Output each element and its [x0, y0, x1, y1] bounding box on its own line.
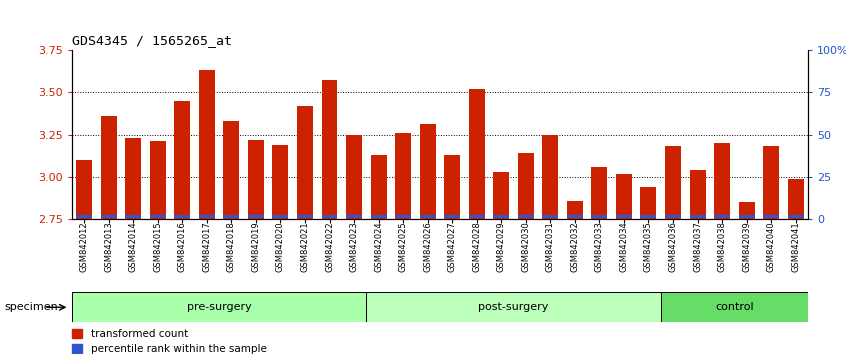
- Bar: [101, 116, 117, 219]
- Bar: [272, 215, 288, 218]
- Bar: [493, 172, 509, 219]
- Text: GSM842016: GSM842016: [178, 221, 187, 272]
- Text: GSM842041: GSM842041: [791, 221, 800, 272]
- Bar: [223, 121, 239, 219]
- Text: GSM842015: GSM842015: [153, 221, 162, 272]
- Text: GSM842013: GSM842013: [104, 221, 113, 272]
- Bar: [493, 215, 509, 218]
- Bar: [420, 124, 436, 219]
- Bar: [297, 215, 313, 218]
- Bar: [665, 147, 681, 219]
- Text: GSM842020: GSM842020: [276, 221, 285, 272]
- Bar: [739, 202, 755, 219]
- Bar: [616, 215, 632, 218]
- Text: post-surgery: post-surgery: [478, 302, 549, 312]
- Bar: [661, 292, 808, 322]
- Text: GSM842023: GSM842023: [349, 221, 359, 272]
- Text: GSM842031: GSM842031: [546, 221, 555, 272]
- Bar: [76, 160, 92, 219]
- Bar: [469, 88, 485, 219]
- Text: GSM842029: GSM842029: [497, 221, 506, 272]
- Text: GSM842034: GSM842034: [619, 221, 629, 272]
- Text: GSM842012: GSM842012: [80, 221, 89, 272]
- Bar: [640, 187, 656, 219]
- Text: GSM842019: GSM842019: [251, 221, 261, 272]
- Bar: [714, 143, 730, 219]
- Text: GSM842027: GSM842027: [448, 221, 457, 272]
- Bar: [199, 215, 215, 218]
- Bar: [591, 167, 607, 219]
- Bar: [346, 135, 362, 219]
- Bar: [788, 215, 804, 218]
- Bar: [788, 179, 804, 219]
- Bar: [689, 170, 706, 219]
- Text: GSM842039: GSM842039: [742, 221, 751, 272]
- Legend: transformed count, percentile rank within the sample: transformed count, percentile rank withi…: [72, 329, 266, 354]
- Bar: [591, 215, 607, 218]
- Bar: [420, 215, 436, 218]
- Bar: [640, 215, 656, 218]
- Bar: [371, 215, 387, 218]
- Bar: [665, 215, 681, 218]
- Text: GSM842040: GSM842040: [766, 221, 776, 272]
- Text: pre-surgery: pre-surgery: [187, 302, 251, 312]
- Bar: [366, 292, 661, 322]
- Bar: [714, 215, 730, 218]
- Text: GSM842026: GSM842026: [423, 221, 432, 272]
- Bar: [395, 215, 411, 218]
- Bar: [248, 215, 264, 218]
- Bar: [72, 292, 366, 322]
- Bar: [371, 155, 387, 219]
- Text: GSM842018: GSM842018: [227, 221, 236, 272]
- Bar: [518, 153, 534, 219]
- Text: GSM842036: GSM842036: [668, 221, 678, 272]
- Text: GSM842037: GSM842037: [693, 221, 702, 272]
- Bar: [76, 215, 92, 218]
- Bar: [272, 145, 288, 219]
- Bar: [469, 215, 485, 218]
- Bar: [542, 135, 558, 219]
- Text: GDS4345 / 1565265_at: GDS4345 / 1565265_at: [72, 34, 232, 47]
- Text: GSM842030: GSM842030: [521, 221, 530, 272]
- Bar: [395, 133, 411, 219]
- Bar: [125, 215, 141, 218]
- Bar: [763, 147, 779, 219]
- Text: GSM842033: GSM842033: [595, 221, 604, 272]
- Bar: [199, 70, 215, 219]
- Bar: [174, 101, 190, 219]
- Text: specimen: specimen: [4, 302, 58, 312]
- Text: GSM842017: GSM842017: [202, 221, 212, 272]
- Bar: [125, 138, 141, 219]
- Bar: [101, 215, 117, 218]
- Bar: [518, 215, 534, 218]
- Bar: [150, 141, 166, 219]
- Bar: [444, 155, 460, 219]
- Text: GSM842025: GSM842025: [398, 221, 408, 272]
- Bar: [150, 215, 166, 218]
- Bar: [763, 215, 779, 218]
- Bar: [444, 215, 460, 218]
- Text: GSM842024: GSM842024: [374, 221, 383, 272]
- Bar: [174, 215, 190, 218]
- Text: GSM842028: GSM842028: [472, 221, 481, 272]
- Text: GSM842035: GSM842035: [644, 221, 653, 272]
- Bar: [739, 215, 755, 218]
- Bar: [321, 215, 338, 218]
- Bar: [248, 139, 264, 219]
- Bar: [567, 201, 583, 219]
- Text: GSM842021: GSM842021: [300, 221, 310, 272]
- Bar: [297, 105, 313, 219]
- Bar: [542, 215, 558, 218]
- Text: control: control: [715, 302, 754, 312]
- Text: GSM842022: GSM842022: [325, 221, 334, 272]
- Bar: [223, 215, 239, 218]
- Bar: [567, 215, 583, 218]
- Text: GSM842038: GSM842038: [717, 221, 727, 272]
- Text: GSM842032: GSM842032: [570, 221, 580, 272]
- Bar: [616, 173, 632, 219]
- Text: GSM842014: GSM842014: [129, 221, 138, 272]
- Bar: [689, 215, 706, 218]
- Bar: [321, 80, 338, 219]
- Bar: [346, 215, 362, 218]
